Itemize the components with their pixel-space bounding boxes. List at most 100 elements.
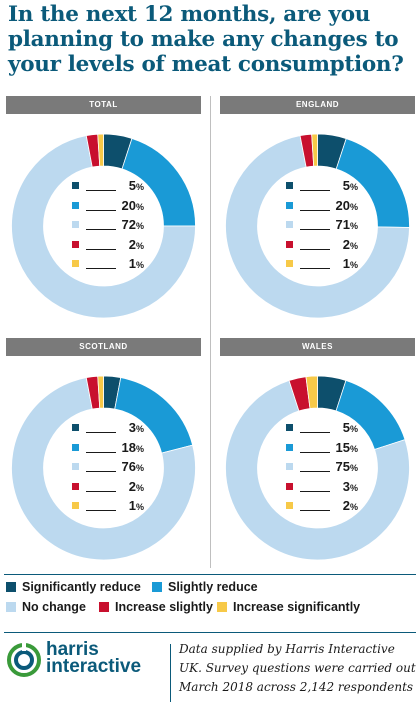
value-label: 20% <box>335 197 358 213</box>
legend: Significantly reduce Slightly reduce No … <box>6 580 416 620</box>
value-label: 20% <box>121 197 144 213</box>
legend-swatch <box>99 602 109 612</box>
value-leader-line <box>300 451 330 453</box>
value-swatch <box>286 221 293 228</box>
value-row-significantly-reduce: 5% <box>286 178 376 198</box>
value-swatch <box>72 424 79 431</box>
legend-item-no-change: No change <box>6 600 86 614</box>
legend-swatch <box>6 582 16 592</box>
chart-title: In the next 12 months, are you planning … <box>8 2 416 77</box>
vertical-divider <box>210 96 211 568</box>
logo-mark-icon <box>7 643 41 677</box>
donut-segment-increase-significantly <box>305 375 318 409</box>
value-swatch <box>286 424 293 431</box>
value-row-increase-significantly: 1% <box>72 498 162 518</box>
value-row-no-change: 75% <box>286 459 376 479</box>
logo-line-1: harris <box>46 639 99 660</box>
legend-item-increase-slightly: Increase slightly <box>99 600 213 614</box>
value-row-significantly-reduce: 3% <box>72 420 162 440</box>
value-row-significantly-reduce: 5% <box>286 420 376 440</box>
value-leader-line <box>300 229 330 230</box>
value-swatch <box>286 182 293 189</box>
value-swatch <box>286 502 293 509</box>
value-leader-line <box>86 248 116 250</box>
value-label: 1% <box>342 256 358 271</box>
value-leader-line <box>300 209 330 211</box>
value-row-increase-significantly: 2% <box>286 498 376 518</box>
value-label: 71% <box>335 217 358 232</box>
value-label: 3% <box>128 420 144 435</box>
value-row-no-change: 72% <box>72 217 162 237</box>
legend-item-slightly-reduce: Slightly reduce <box>152 580 258 594</box>
value-row-increase-significantly: 1% <box>286 256 376 276</box>
value-row-increase-significantly: 1% <box>72 256 162 276</box>
legend-swatch <box>6 602 16 612</box>
value-swatch <box>72 482 79 490</box>
value-swatch <box>72 201 79 209</box>
value-row-slightly-reduce: 20% <box>286 198 376 218</box>
value-list: 5% 15% 75% 3% 2% <box>286 420 376 518</box>
legend-label: Significantly reduce <box>22 580 141 594</box>
value-leader-line <box>86 229 116 230</box>
panel-england: ENGLAND 5% 20% 71% 2% 1% <box>220 96 415 336</box>
value-swatch <box>286 463 293 470</box>
value-leader-line <box>300 248 330 250</box>
donut-chart <box>225 133 410 319</box>
value-leader-line <box>300 268 330 269</box>
value-leader-line <box>300 190 330 191</box>
note-line-2: UK. Survey questions were carried out <box>179 661 416 675</box>
value-label: 1% <box>128 498 144 513</box>
value-row-significantly-reduce: 5% <box>72 178 162 198</box>
panel-title: SCOTLAND <box>6 338 201 356</box>
donut-segment-no-change <box>225 379 410 561</box>
divider-top <box>4 574 416 575</box>
value-swatch <box>72 221 79 228</box>
value-list: 5% 20% 72% 2% 1% <box>72 178 162 276</box>
value-leader-line <box>86 451 116 453</box>
value-row-no-change: 76% <box>72 459 162 479</box>
value-leader-line <box>300 471 330 472</box>
value-label: 5% <box>342 420 358 435</box>
value-leader-line <box>86 432 116 433</box>
title-line-3: your levels of meat consumption? <box>8 52 404 77</box>
value-label: 15% <box>335 439 358 455</box>
value-swatch <box>286 260 293 267</box>
legend-label: No change <box>22 600 86 614</box>
value-leader-line <box>300 432 330 433</box>
donut-chart <box>11 375 196 561</box>
donut-chart <box>11 133 196 319</box>
value-row-slightly-reduce: 18% <box>72 440 162 460</box>
panel-wales: WALES 5% 15% 75% 3% 2% <box>220 338 415 578</box>
value-label: 2% <box>128 236 144 252</box>
value-row-no-change: 71% <box>286 217 376 237</box>
value-row-slightly-reduce: 15% <box>286 440 376 460</box>
donut-chart <box>225 375 410 561</box>
value-swatch <box>72 260 79 267</box>
value-label: 1% <box>128 256 144 271</box>
value-swatch <box>286 201 293 209</box>
value-label: 76% <box>121 459 144 474</box>
value-swatch <box>286 482 293 490</box>
value-swatch <box>286 240 293 248</box>
value-row-slightly-reduce: 20% <box>72 198 162 218</box>
title-line-1: In the next 12 months, are you <box>8 2 371 27</box>
value-row-increase-slightly: 2% <box>72 479 162 499</box>
legend-label: Slightly reduce <box>168 580 258 594</box>
value-swatch <box>72 502 79 509</box>
value-label: 2% <box>342 236 358 252</box>
value-leader-line <box>86 471 116 472</box>
legend-item-significantly-reduce: Significantly reduce <box>6 580 141 594</box>
value-list: 5% 20% 71% 2% 1% <box>286 178 376 276</box>
value-row-increase-slightly: 3% <box>286 479 376 499</box>
value-leader-line <box>86 490 116 492</box>
value-label: 72% <box>121 217 144 232</box>
value-row-increase-slightly: 2% <box>286 237 376 257</box>
footer-divider <box>170 644 171 702</box>
legend-swatch <box>152 582 162 592</box>
value-leader-line <box>86 510 116 511</box>
value-leader-line <box>86 209 116 211</box>
panel-scotland: SCOTLAND 3% 18% 76% 2% 1% <box>6 338 201 578</box>
panel-title: TOTAL <box>6 96 201 114</box>
title-line-2: planning to make any changes to <box>8 27 399 52</box>
legend-item-increase-significantly: Increase significantly <box>217 600 360 614</box>
